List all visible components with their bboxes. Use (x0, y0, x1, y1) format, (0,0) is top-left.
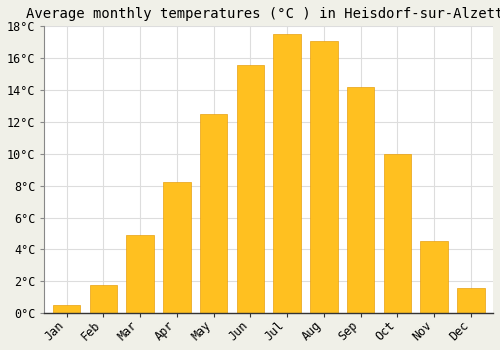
Title: Average monthly temperatures (°C ) in Heisdorf-sur-Alzette: Average monthly temperatures (°C ) in He… (26, 7, 500, 21)
Bar (200, 114, 228, 313)
Bar (274, 34, 301, 313)
Bar (126, 235, 154, 313)
Bar (457, 288, 485, 313)
Bar (236, 64, 264, 313)
Bar (347, 87, 374, 313)
Bar (384, 154, 411, 313)
Bar (420, 241, 448, 313)
Bar (163, 182, 190, 313)
Bar (52, 305, 80, 313)
Bar (90, 285, 117, 313)
Bar (310, 41, 338, 313)
